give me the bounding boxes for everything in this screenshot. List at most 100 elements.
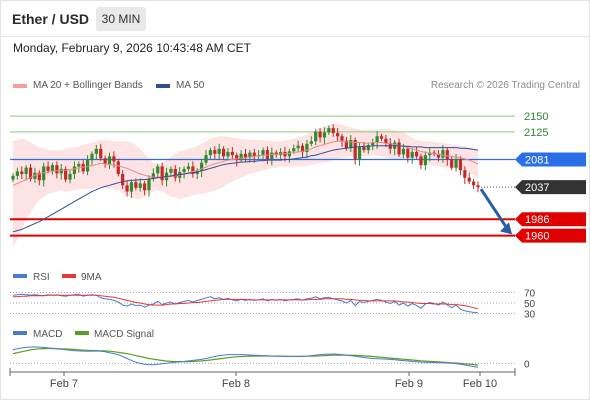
candle-body [379, 136, 384, 139]
level-label-1960: 1960 [525, 231, 549, 243]
bollinger-label: MA 20 + Bollinger Bands [33, 80, 143, 91]
macd-legend-label: MACD [33, 329, 62, 340]
candle-body [226, 151, 230, 157]
header-divider [0, 36, 590, 37]
candle-body [375, 136, 379, 143]
x-tick-label: Feb 7 [50, 378, 78, 390]
candle-body [454, 158, 458, 168]
candle-body [230, 151, 234, 156]
forecast-arrow-head [500, 222, 512, 235]
candle-body [77, 163, 81, 167]
rsi-tick-50: 50 [524, 299, 536, 310]
x-tick-label: Feb 8 [222, 378, 250, 390]
candle-body [68, 173, 72, 180]
candle-body [85, 160, 90, 172]
candle-body [362, 146, 366, 151]
candle-body [463, 170, 467, 178]
candle-body [428, 152, 432, 156]
legend-ma50: MA 50 [156, 80, 204, 91]
title-bar: Ether / USD 30 MIN [0, 0, 590, 36]
candle-body [200, 162, 204, 171]
candle-body [107, 156, 112, 164]
candle-body [182, 168, 186, 173]
candle-body [476, 185, 480, 188]
candle-body [314, 131, 318, 142]
candle-body [90, 153, 94, 161]
candle-body [239, 153, 243, 161]
candle-body [309, 141, 313, 144]
candle-body [331, 128, 335, 134]
candle-body [436, 153, 441, 158]
macd-swatch [13, 331, 27, 335]
candle-body [261, 150, 265, 156]
candle-body [55, 165, 59, 174]
candle-body [445, 150, 449, 160]
level-label-2081: 2081 [525, 155, 549, 167]
candle-body [28, 167, 33, 179]
research-credit: Research © 2026 Trading Central [430, 80, 580, 91]
candle-body [169, 168, 173, 173]
level-label-2125: 2125 [524, 127, 548, 139]
candle-body [147, 179, 151, 191]
level-tag-1960 [515, 228, 586, 243]
candle-body [322, 132, 327, 138]
bollinger-swatch [13, 83, 27, 88]
level-label-1986: 1986 [525, 214, 549, 226]
candle-body [353, 140, 357, 160]
candle-body [81, 163, 85, 172]
macd-tick-0: 0 [524, 359, 530, 370]
candle-body [37, 172, 41, 181]
candle-body [235, 155, 239, 161]
candle-body [20, 171, 24, 174]
candle-body [243, 153, 248, 158]
bollinger-band-area [13, 123, 478, 247]
candle-body [349, 140, 353, 149]
candle-body [156, 166, 160, 174]
macd-signal-legend-label: MACD Signal [94, 329, 154, 340]
x-tick-label: Feb 9 [395, 378, 423, 390]
level-tag-1986 [515, 212, 586, 227]
candle-body [112, 156, 116, 162]
candle-body [160, 166, 164, 181]
candle-body [134, 182, 138, 188]
candle-body [270, 152, 274, 159]
candle-body [423, 155, 427, 166]
candle-body [410, 151, 414, 158]
candle-body [103, 158, 107, 164]
candle-body [406, 148, 410, 158]
candle-body [191, 166, 195, 174]
candle-body [305, 143, 309, 152]
ma50-line [12, 145, 479, 233]
macd-signal-line [12, 347, 479, 366]
candle-body [336, 133, 340, 137]
x-tick-label: Feb 10 [463, 378, 497, 390]
candle-body [458, 158, 463, 171]
forecast-arrow-shaft [479, 188, 509, 230]
macd-line [12, 346, 479, 368]
candle-body [292, 148, 296, 152]
candle-body [357, 146, 362, 160]
candle-body [248, 152, 252, 158]
candle-body [441, 150, 445, 158]
ma50-label: MA 50 [176, 80, 205, 91]
candle-body [287, 151, 291, 157]
candle-body [384, 138, 388, 144]
rsi-tick-70: 70 [524, 289, 536, 300]
datetime-label: Monday, February 9, 2026 10:43:48 AM CET [13, 41, 251, 55]
candle-body [186, 166, 191, 169]
level-tag-2037 [515, 180, 586, 195]
candle-body [99, 148, 103, 159]
rsi-tick-30: 30 [524, 309, 536, 320]
candle-body [327, 128, 331, 133]
candle-body [467, 177, 471, 182]
candle-body [129, 182, 134, 192]
candle-body [24, 167, 28, 174]
candle-body [366, 145, 370, 151]
rsi-ma-swatch [62, 274, 76, 278]
rsi-swatch [13, 274, 27, 278]
timeframe-button[interactable]: 30 MIN [96, 7, 146, 31]
candle-body [138, 183, 142, 188]
candle-body [432, 152, 436, 154]
candle-body [173, 168, 177, 178]
